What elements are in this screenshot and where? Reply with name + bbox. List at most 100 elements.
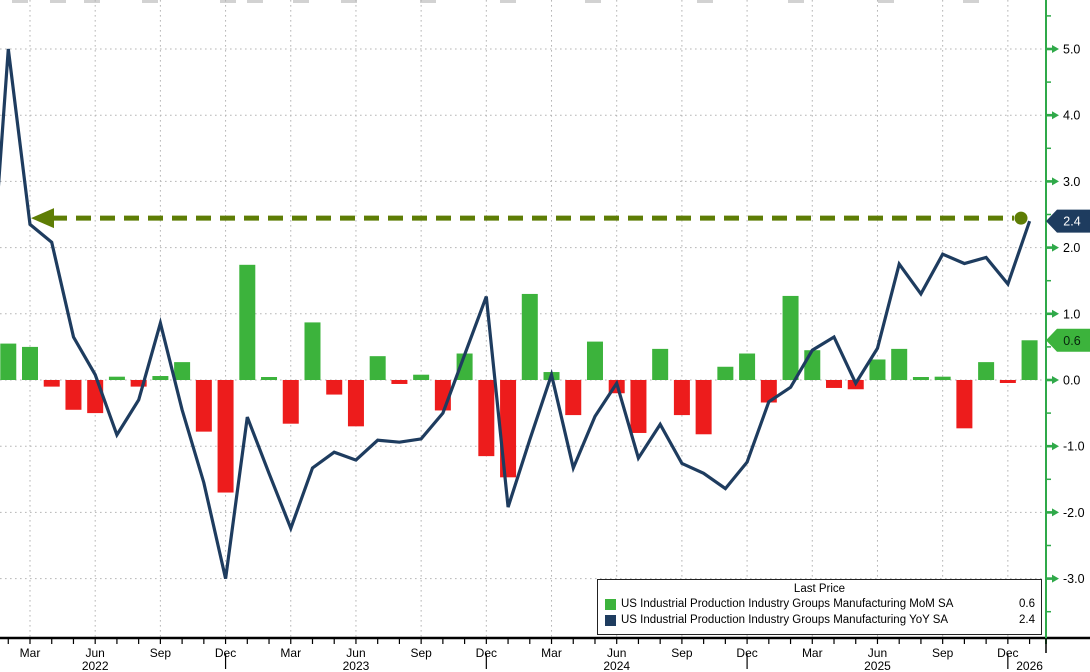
badge-value-label: 0.6 — [1063, 334, 1080, 348]
yoy-line[interactable] — [0, 48, 1032, 579]
mom-bar[interactable] — [22, 346, 38, 380]
x-quarter-label: Jun — [346, 646, 365, 660]
crop-mark — [341, 0, 357, 3]
mom-bar[interactable] — [326, 380, 343, 395]
mom-bar[interactable] — [43, 380, 60, 387]
crop-mark — [247, 0, 263, 3]
crop-mark — [697, 0, 713, 3]
mom-bar[interactable] — [673, 380, 690, 416]
legend: Last Price US Industrial Production Indu… — [597, 579, 1042, 635]
mom-bar[interactable] — [826, 380, 843, 388]
mom-bar[interactable] — [999, 380, 1016, 383]
crop-mark — [84, 0, 100, 3]
mom-series-last-value: 0.6 — [1019, 598, 1035, 610]
crop-mark — [500, 0, 516, 3]
trend-arrow-head — [31, 208, 54, 229]
mom-bar[interactable] — [456, 353, 473, 380]
mom-bar[interactable] — [239, 264, 256, 380]
yoy-series-last-value: 2.4 — [1019, 614, 1035, 626]
legend-row-mom[interactable]: US Industrial Production Industry Groups… — [598, 596, 1041, 612]
mom-bar[interactable] — [304, 322, 321, 380]
x-quarter-label: Dec — [736, 646, 757, 660]
mom-bar[interactable] — [760, 380, 777, 403]
mom-bar[interactable] — [717, 366, 734, 380]
y-tick-arrow-icon — [1052, 309, 1059, 318]
mom-bar[interactable] — [413, 374, 430, 380]
x-year-label: 2023 — [343, 659, 370, 672]
x-year-label: 2026 — [1016, 659, 1043, 672]
mom-bar[interactable] — [108, 376, 125, 380]
mom-bar[interactable] — [652, 348, 669, 380]
mom-bar[interactable] — [782, 295, 799, 380]
crop-mark — [788, 0, 804, 3]
mom-bar[interactable] — [804, 350, 821, 380]
mom-bar[interactable] — [565, 380, 582, 416]
x-quarter-label: Mar — [541, 646, 562, 660]
y-tick-label: -1.0 — [1063, 440, 1085, 454]
y-tick-label: -2.0 — [1063, 506, 1085, 520]
x-quarter-label: Jun — [86, 646, 105, 660]
mom-series-swatch — [605, 598, 616, 610]
x-quarter-label: Jun — [607, 646, 626, 660]
mom-bar[interactable] — [130, 380, 147, 387]
crop-mark — [420, 0, 436, 3]
mom-bar[interactable] — [956, 380, 973, 429]
x-quarter-label: Mar — [802, 646, 823, 660]
mom-bar[interactable] — [217, 380, 234, 493]
x-year-label: 2025 — [864, 659, 891, 672]
x-quarter-label: Mar — [20, 646, 41, 660]
crop-mark — [220, 0, 236, 3]
mom-bar[interactable] — [1021, 340, 1038, 380]
mom-bar[interactable] — [695, 380, 712, 435]
y-tick-arrow-icon — [1052, 243, 1059, 252]
legend-row-yoy[interactable]: US Industrial Production Industry Groups… — [598, 612, 1041, 628]
y-tick-arrow-icon — [1052, 442, 1059, 451]
y-tick-arrow-icon — [1052, 574, 1059, 583]
mom-bar[interactable] — [739, 353, 756, 380]
mom-bar[interactable] — [912, 377, 929, 380]
crop-mark — [142, 0, 158, 3]
mom-bar[interactable] — [195, 380, 212, 432]
legend-title: Last Price — [793, 583, 846, 595]
mom-bar[interactable] — [521, 293, 538, 380]
x-quarter-label: Mar — [280, 646, 301, 660]
mom-bar[interactable] — [369, 356, 386, 380]
crop-mark — [12, 0, 28, 3]
x-year-label: 2022 — [82, 659, 109, 672]
mom-bar[interactable] — [586, 341, 603, 380]
y-tick-label: 4.0 — [1063, 109, 1080, 123]
mom-bar[interactable] — [869, 359, 886, 380]
crop-mark — [878, 0, 894, 3]
mom-bar[interactable] — [478, 380, 495, 457]
mom-bar[interactable] — [630, 380, 647, 433]
x-quarter-label: Sep — [150, 646, 172, 660]
y-tick-label: 1.0 — [1063, 307, 1080, 321]
mom-bar[interactable] — [152, 376, 169, 380]
mom-bar[interactable] — [891, 348, 908, 380]
mom-bar[interactable] — [391, 380, 408, 384]
y-tick-arrow-icon — [1052, 508, 1059, 517]
y-tick-arrow-icon — [1052, 111, 1059, 120]
mom-bar[interactable] — [347, 380, 364, 427]
yoy-series-swatch — [605, 614, 616, 626]
y-tick-label: 0.0 — [1063, 374, 1080, 388]
x-quarter-label: Sep — [410, 646, 432, 660]
y-tick-label: -3.0 — [1063, 572, 1085, 586]
x-quarter-label: Dec — [476, 646, 497, 660]
plot-area — [0, 0, 1046, 637]
crop-mark — [50, 0, 66, 3]
mom-bar[interactable] — [65, 380, 82, 410]
mom-last-price-badge[interactable] — [1046, 328, 1090, 352]
mom-bar[interactable] — [261, 377, 278, 380]
mom-bar[interactable] — [282, 380, 299, 424]
mom-bar[interactable] — [0, 343, 17, 380]
mom-bar[interactable] — [87, 380, 104, 414]
yoy-last-price-badge[interactable] — [1046, 209, 1090, 233]
y-tick-label: 2.0 — [1063, 241, 1080, 255]
x-year-label: 2024 — [603, 659, 630, 672]
mom-bar[interactable] — [174, 362, 191, 380]
mom-bar[interactable] — [934, 376, 951, 380]
mom-bar[interactable] — [978, 362, 995, 380]
